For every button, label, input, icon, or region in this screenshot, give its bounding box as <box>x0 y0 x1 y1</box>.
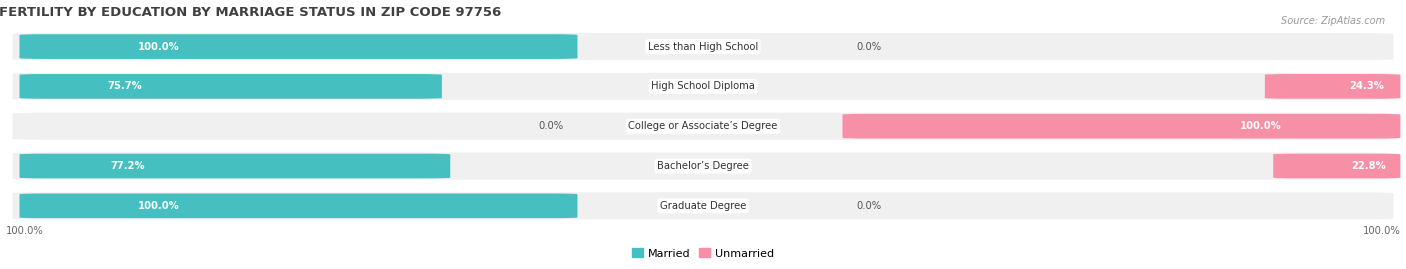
FancyBboxPatch shape <box>1265 74 1400 99</box>
Text: 100.0%: 100.0% <box>6 226 44 236</box>
Text: 0.0%: 0.0% <box>856 42 882 52</box>
Legend: Married, Unmarried: Married, Unmarried <box>627 244 779 263</box>
Text: 100.0%: 100.0% <box>1240 121 1282 131</box>
Text: 100.0%: 100.0% <box>138 42 180 52</box>
FancyBboxPatch shape <box>20 74 441 99</box>
FancyBboxPatch shape <box>13 192 1393 220</box>
FancyBboxPatch shape <box>20 154 450 178</box>
Text: High School Diploma: High School Diploma <box>651 82 755 91</box>
Text: 75.7%: 75.7% <box>108 82 142 91</box>
Text: 77.2%: 77.2% <box>110 161 145 171</box>
Text: 0.0%: 0.0% <box>856 201 882 211</box>
FancyBboxPatch shape <box>1274 154 1400 178</box>
Text: FERTILITY BY EDUCATION BY MARRIAGE STATUS IN ZIP CODE 97756: FERTILITY BY EDUCATION BY MARRIAGE STATU… <box>0 6 501 19</box>
FancyBboxPatch shape <box>842 114 1400 139</box>
FancyBboxPatch shape <box>20 34 578 59</box>
Text: 0.0%: 0.0% <box>538 121 564 131</box>
Text: 24.3%: 24.3% <box>1350 82 1384 91</box>
FancyBboxPatch shape <box>13 73 1393 100</box>
Text: 22.8%: 22.8% <box>1351 161 1386 171</box>
FancyBboxPatch shape <box>13 113 1393 140</box>
Text: Source: ZipAtlas.com: Source: ZipAtlas.com <box>1281 16 1385 26</box>
FancyBboxPatch shape <box>13 33 1393 60</box>
Text: College or Associate’s Degree: College or Associate’s Degree <box>628 121 778 131</box>
FancyBboxPatch shape <box>20 193 578 218</box>
Text: Graduate Degree: Graduate Degree <box>659 201 747 211</box>
FancyBboxPatch shape <box>13 153 1393 180</box>
Text: Bachelor’s Degree: Bachelor’s Degree <box>657 161 749 171</box>
Text: 100.0%: 100.0% <box>1362 226 1400 236</box>
Text: Less than High School: Less than High School <box>648 42 758 52</box>
Text: 100.0%: 100.0% <box>138 201 180 211</box>
